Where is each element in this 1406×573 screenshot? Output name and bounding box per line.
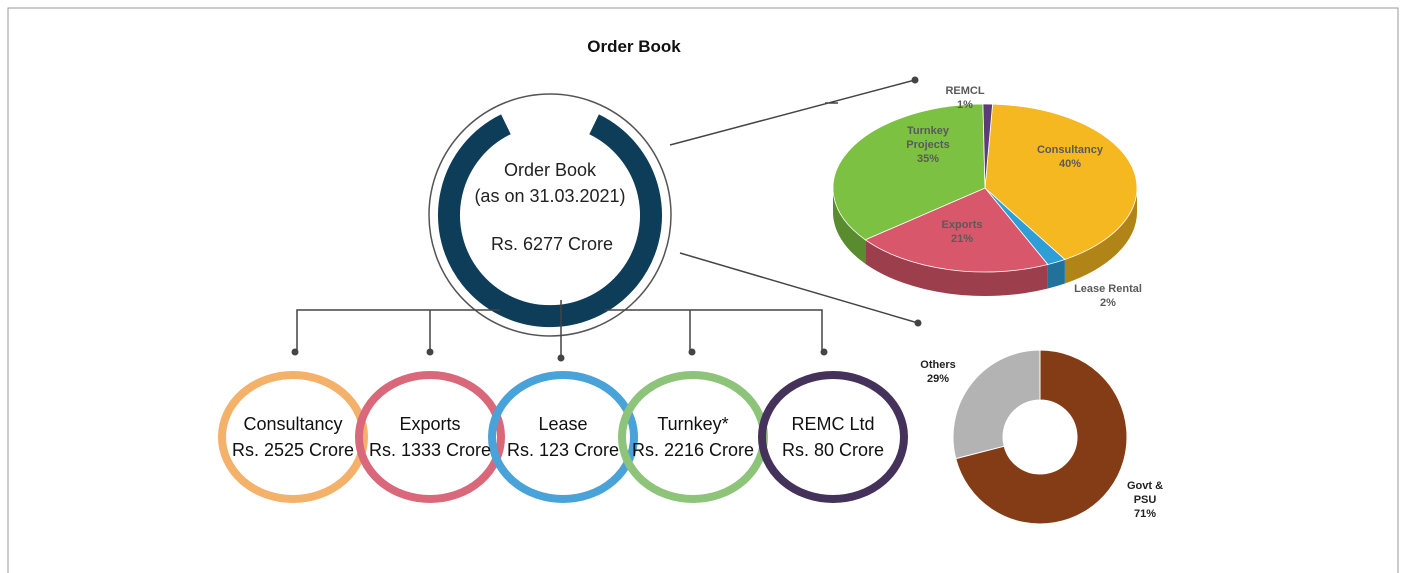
center-date: (as on 31.03.2021)	[474, 186, 626, 206]
pie-label: Consultancy 40%	[1025, 143, 1115, 171]
pie-slice	[984, 103, 1138, 260]
pie-side	[1064, 188, 1137, 284]
pie-label: Turnkey Projects 35%	[903, 124, 953, 166]
pie-value: 2%	[1100, 297, 1116, 309]
connectors	[296, 79, 919, 355]
segment-amount: Rs. 80 Crore	[781, 440, 885, 460]
pie-category: Exports	[941, 219, 983, 231]
segment-name: Consultancy	[243, 414, 343, 434]
donut-value: 29%	[926, 373, 950, 385]
segment-amount: Rs. 1333 Crore	[368, 440, 492, 460]
segment-name: Exports	[399, 414, 461, 434]
segment-name: REMC Ltd	[791, 414, 875, 434]
pie-side	[865, 239, 1048, 296]
segment-label: Lease Rs. 123 Crore	[507, 411, 619, 463]
segment-amount: Rs. 2525 Crore	[231, 440, 355, 460]
title: Order Book	[587, 37, 681, 56]
pie-slice	[982, 103, 994, 189]
pie-label: REMCL 1%	[920, 84, 1010, 112]
donut-value: 71%	[1133, 508, 1157, 520]
segment-label: Exports Rs. 1333 Crore	[369, 411, 491, 463]
pie-side-shade	[1064, 188, 1137, 284]
pie-slice	[832, 103, 986, 241]
donut-slice	[952, 349, 1041, 460]
pie-value: 35%	[916, 153, 940, 165]
segment-label: REMC Ltd Rs. 80 Crore	[782, 411, 884, 463]
segment-name: Lease	[538, 414, 588, 434]
pie-category: Consultancy	[1036, 144, 1103, 156]
donut-label: Others 29%	[913, 358, 963, 386]
pie-category: REMCL	[945, 85, 985, 97]
pie-label: Lease Rental 2%	[1063, 282, 1153, 310]
pie-value: 40%	[1058, 158, 1082, 170]
pie-slice	[864, 187, 1049, 273]
segment-ring	[488, 371, 638, 503]
ring-arc	[438, 114, 662, 328]
connector-dots	[291, 76, 922, 362]
segment-ring	[355, 371, 505, 503]
pie-category: Turnkey Projects	[906, 125, 950, 151]
segment-ring	[758, 371, 908, 503]
segment-label: Turnkey* Rs. 2216 Crore	[632, 411, 754, 463]
donut-category: Others	[920, 359, 956, 371]
pie-value: 1%	[957, 99, 973, 111]
frame	[7, 7, 1399, 573]
pie-label: Exports 21%	[917, 218, 1007, 246]
segment-label: Consultancy Rs. 2525 Crore	[232, 411, 354, 463]
center-amount: Rs. 6277 Crore	[490, 234, 614, 254]
donut-category: Govt & PSU	[1126, 480, 1164, 506]
pie-side-shade	[1047, 259, 1065, 289]
pie-category: Lease Rental	[1074, 283, 1142, 295]
pie-side-shade	[865, 239, 1048, 296]
segment-amount: Rs. 123 Crore	[506, 440, 620, 460]
pie-side	[1047, 259, 1065, 289]
segment-amount: Rs. 2216 Crore	[631, 440, 755, 460]
pie-value: 21%	[950, 233, 974, 245]
segment-ring	[218, 371, 368, 503]
donut-slice	[955, 349, 1128, 525]
donut-label: Govt & PSU 71%	[1120, 479, 1170, 521]
segment-name: Turnkey*	[657, 414, 729, 434]
outer-ring	[428, 93, 672, 337]
center-label: Order Book	[503, 160, 597, 180]
